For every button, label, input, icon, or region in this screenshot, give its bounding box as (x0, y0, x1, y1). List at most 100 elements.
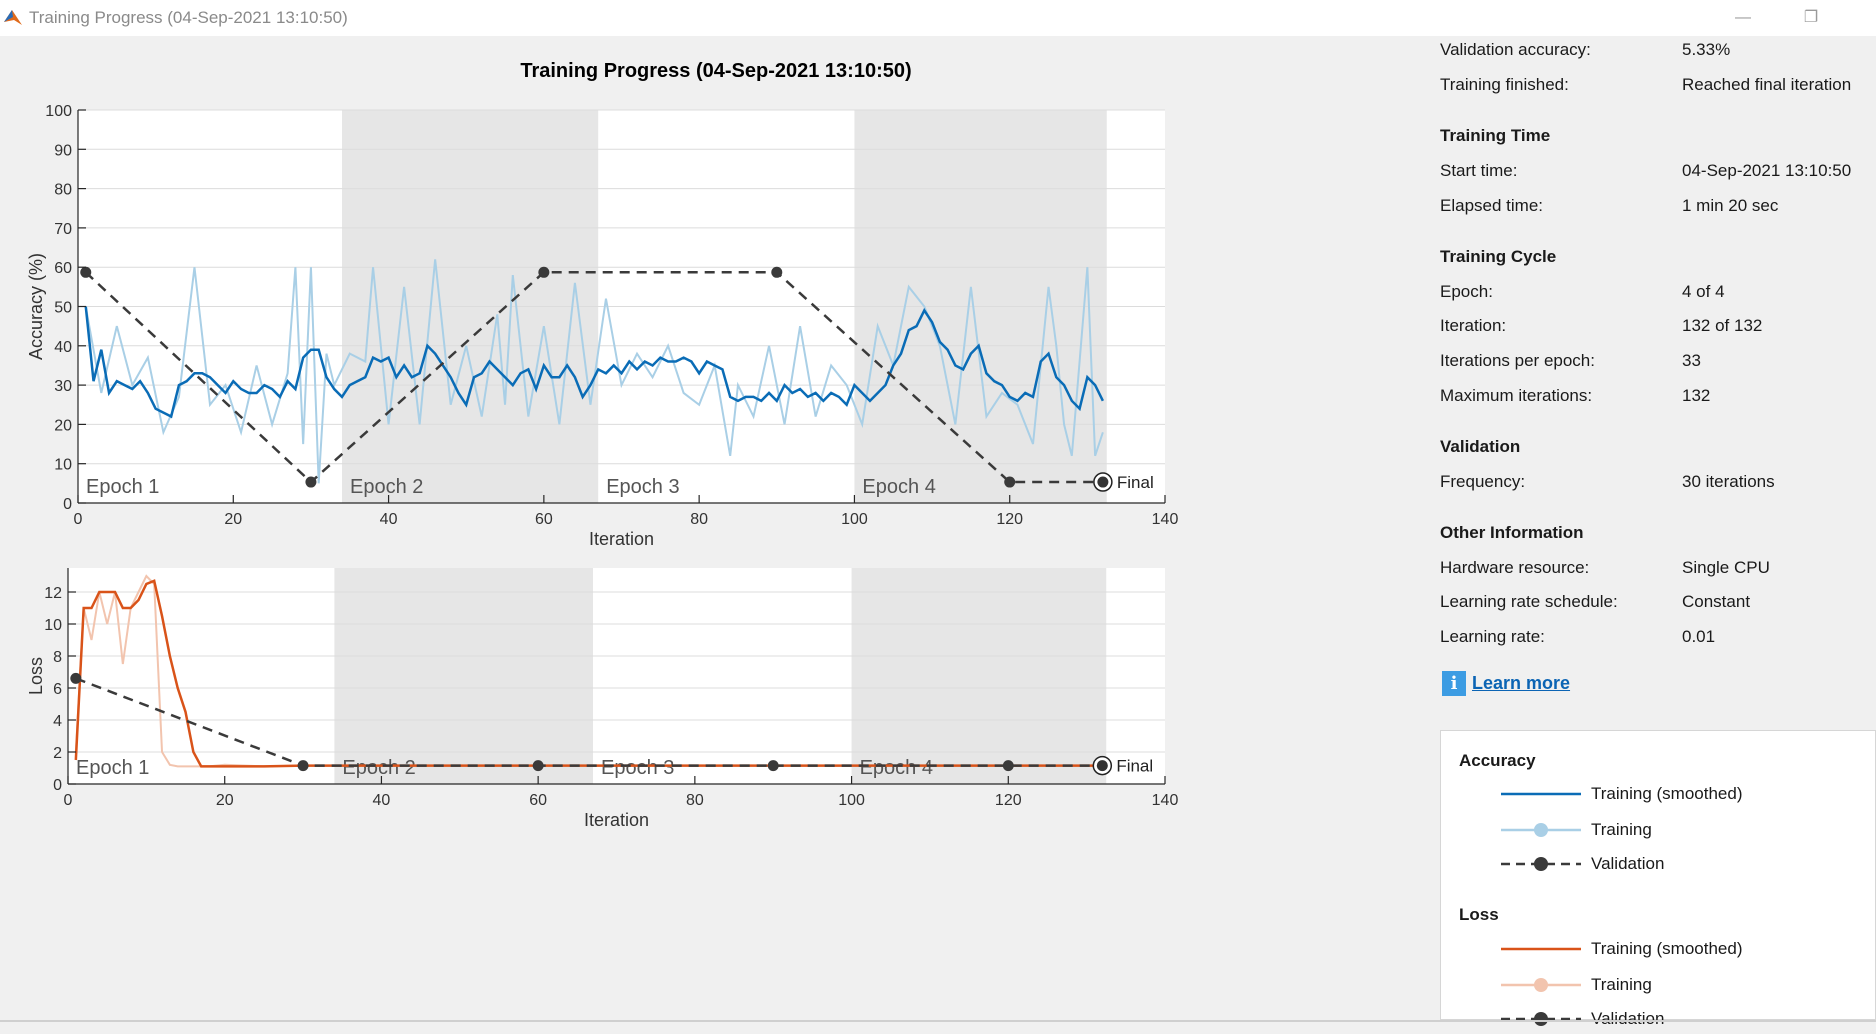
validation-final-marker (1096, 760, 1108, 772)
max-iterations-value: 132 (1682, 386, 1711, 405)
legend-item-loss-validation: Validation (1441, 1004, 1876, 1034)
lr-schedule-label: Learning rate schedule: (1440, 592, 1618, 611)
legend-label: Training (1591, 820, 1652, 839)
elapsed-time-label: Elapsed time: (1440, 196, 1543, 215)
legend-marker-line-icon (1501, 978, 1581, 992)
other-info-heading: Other Information (1440, 523, 1584, 542)
x-tick-label: 60 (529, 792, 547, 809)
window-title: Training Progress (04-Sep-2021 13:10:50) (29, 8, 348, 27)
validation-point (538, 266, 550, 278)
x-tick-label: 20 (224, 511, 242, 528)
legend-solid-line-icon (1501, 947, 1581, 951)
x-tick-label: 80 (686, 792, 704, 809)
window-titlebar: Training Progress (04-Sep-2021 13:10:50)… (0, 0, 1876, 36)
validation-point (305, 476, 317, 488)
validation-point (1002, 760, 1014, 772)
iterations-per-epoch-label: Iterations per epoch: (1440, 351, 1595, 370)
x-tick-label: 80 (690, 511, 708, 528)
legend-label: Validation (1591, 854, 1665, 873)
validation-heading: Validation (1440, 437, 1521, 456)
iterations-per-epoch-value: 33 (1682, 351, 1701, 370)
iteration-value: 132 of 132 (1682, 316, 1763, 335)
legend-item-accuracy-validation: Validation (1441, 849, 1876, 879)
y-tick-label: 60 (54, 260, 72, 277)
final-label: Final (1117, 473, 1154, 492)
learning-rate-value: 0.01 (1682, 627, 1716, 646)
x-tick-label: 60 (535, 511, 553, 528)
legend: Accuracy Training (smoothed) Training Va… (1440, 730, 1876, 1028)
validation-final-marker (1097, 476, 1109, 488)
y-tick-label: 10 (54, 457, 72, 474)
max-iterations-label: Maximum iterations: (1440, 386, 1593, 405)
training-finished-label: Training finished: (1440, 75, 1569, 94)
iteration-label: Iteration: (1440, 316, 1507, 335)
validation-point (1004, 476, 1016, 488)
x-tick-label: 100 (841, 511, 868, 528)
validation-accuracy-label: Validation accuracy: (1440, 40, 1591, 59)
start-time-value: 04-Sep-2021 13:10:50 (1682, 161, 1852, 180)
y-tick-label: 8 (53, 649, 62, 666)
y-tick-label: 90 (54, 142, 72, 159)
epoch-row: Epoch: 4 of 4 (1440, 282, 1725, 302)
learning-rate-label: Learning rate: (1440, 627, 1545, 646)
validation-point (771, 266, 783, 278)
legend-dashed-line-icon (1501, 857, 1581, 871)
y-tick-label: 12 (44, 585, 62, 602)
epoch-label: Epoch 4 (860, 757, 933, 779)
y-tick-label: 30 (54, 378, 72, 395)
legend-item-loss-training-smoothed: Training (smoothed) (1441, 934, 1876, 964)
legend-label: Validation (1591, 1009, 1665, 1028)
elapsed-time-row: Elapsed time: 1 min 20 sec (1440, 196, 1778, 216)
x-tick-label: 0 (74, 511, 83, 528)
validation-accuracy-row: Validation accuracy: 5.33% (1440, 40, 1730, 60)
y-tick-label: 100 (45, 103, 72, 120)
plot-panel: Training Progress (04-Sep-2021 13:10:50)… (0, 36, 1420, 1020)
info-icon: i (1442, 671, 1466, 696)
x-axis-label: Iteration (589, 529, 654, 549)
hardware-label: Hardware resource: (1440, 558, 1590, 577)
elapsed-time-value: 1 min 20 sec (1682, 196, 1779, 215)
x-tick-label: 140 (1152, 792, 1179, 809)
epoch-value: 4 of 4 (1682, 282, 1725, 301)
hardware-value: Single CPU (1682, 558, 1770, 577)
plot-title: Training Progress (04-Sep-2021 13:10:50) (520, 60, 912, 82)
training-cycle-heading: Training Cycle (1440, 247, 1557, 266)
epoch-label: Epoch 3 (601, 757, 674, 779)
lr-schedule-value: Constant (1682, 592, 1751, 611)
y-tick-label: 50 (54, 300, 72, 317)
epoch-label: Epoch: (1440, 282, 1493, 301)
series-line-training (84, 259, 1104, 484)
validation-point (80, 266, 92, 278)
training-time-heading: Training Time (1440, 126, 1551, 145)
legend-label: Training (smoothed) (1591, 784, 1743, 803)
epoch-label: Epoch 3 (606, 476, 679, 498)
x-tick-label: 0 (64, 792, 73, 809)
training-finished-value: Reached final iteration (1682, 75, 1852, 94)
lr-schedule-row: Learning rate schedule: Constant (1440, 592, 1750, 612)
legend-item-loss-training: Training (1441, 970, 1876, 1000)
start-time-row: Start time: 04-Sep-2021 13:10:50 (1440, 161, 1851, 181)
y-tick-label: 70 (54, 221, 72, 238)
y-tick-label: 40 (54, 339, 72, 356)
series-line-validation (84, 271, 1103, 484)
iteration-row: Iteration: 132 of 132 (1440, 316, 1762, 336)
legend-solid-line-icon (1501, 792, 1581, 796)
x-tick-label: 100 (838, 792, 865, 809)
frequency-label: Frequency: (1440, 472, 1526, 491)
y-axis-label: Accuracy (%) (26, 253, 46, 360)
learn-more-label[interactable]: Learn more (1472, 673, 1571, 693)
validation-point (70, 672, 82, 684)
y-tick-label: 4 (53, 713, 62, 730)
y-tick-label: 20 (54, 417, 72, 434)
epoch-label: Epoch 1 (86, 476, 159, 498)
restore-icon[interactable]: ❐ (1803, 9, 1819, 26)
iterations-per-epoch-row: Iterations per epoch: 33 (1440, 351, 1701, 371)
epoch-label: Epoch 2 (350, 476, 423, 498)
learning-rate-row: Learning rate: 0.01 (1440, 627, 1715, 647)
frequency-value: 30 iterations (1682, 472, 1775, 491)
y-tick-label: 0 (63, 496, 72, 513)
hardware-row: Hardware resource: Single CPU (1440, 558, 1770, 578)
series-line-training-smoothed (84, 306, 1105, 419)
minimize-icon[interactable]: — (1735, 9, 1751, 26)
final-label: Final (1116, 757, 1153, 776)
